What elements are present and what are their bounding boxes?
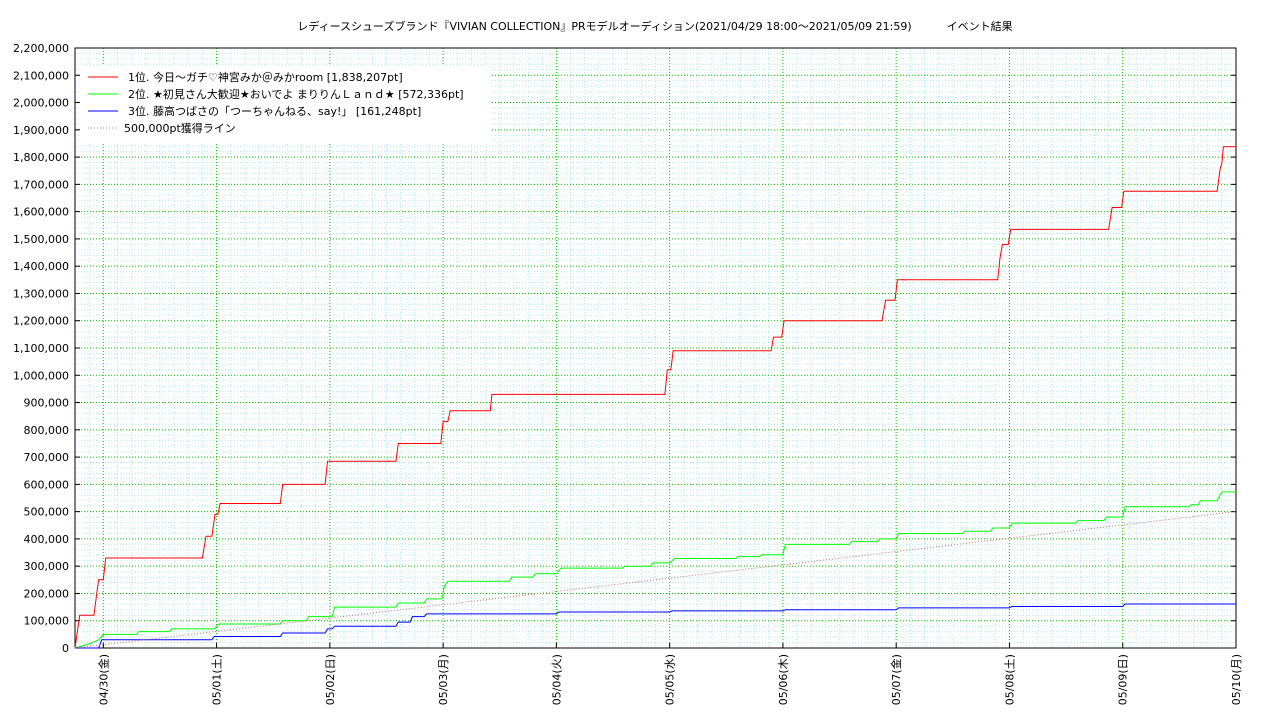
- x-tick-label: 04/30(金): [96, 654, 110, 705]
- y-tick-label: 500,000: [24, 506, 70, 519]
- y-tick-label: 1,100,000: [13, 342, 69, 355]
- y-tick-label: 1,900,000: [13, 124, 69, 137]
- x-tick-label: 05/10(月): [1230, 654, 1243, 705]
- y-tick-label: 800,000: [24, 424, 70, 437]
- x-tick-label: 05/04(火): [550, 654, 563, 705]
- legend-label-4: 500,000pt獲得ライン: [124, 122, 236, 135]
- y-tick-label: 2,200,000: [13, 42, 69, 55]
- legend-label-1: 1位. 今日〜ガチ♡神宮みか＠みかroom [1,838,207pt]: [128, 70, 403, 84]
- plot-frame: [74, 47, 1237, 649]
- legend-label-3: 3位. 藤高つばさの「つーちゃんねる、say!」 [161,248pt]: [128, 104, 421, 118]
- y-tick-label: 2,100,000: [13, 69, 69, 82]
- y-tick-label: 1,000,000: [13, 369, 69, 382]
- y-tick-label: 0: [62, 642, 69, 655]
- y-tick-label: 1,800,000: [13, 151, 69, 164]
- legend-box: [80, 66, 490, 142]
- y-tick-label: 2,000,000: [13, 97, 69, 110]
- y-tick-label: 100,000: [24, 615, 70, 628]
- y-tick-label: 1,500,000: [13, 233, 69, 246]
- y-tick-label: 1,400,000: [13, 260, 69, 273]
- chart-title: レディースシューズブランド『VIVIAN COLLECTION』PRモデルオーデ…: [297, 20, 1013, 33]
- x-tick-label: 05/02(日): [324, 654, 337, 705]
- y-tick-label: 200,000: [24, 587, 70, 600]
- y-tick-label: 400,000: [24, 533, 70, 546]
- series-line-2: [74, 491, 1236, 649]
- y-tick-label: 300,000: [24, 560, 70, 573]
- y-tick-label: 1,300,000: [13, 287, 69, 300]
- y-tick-label: 1,600,000: [13, 206, 69, 219]
- y-tick-label: 1,200,000: [13, 315, 69, 328]
- y-tick-label: 1,700,000: [13, 178, 69, 191]
- x-tick-label: 05/05(水): [664, 654, 677, 705]
- x-tick-label: 05/01(土): [211, 654, 224, 705]
- x-tick-label: 05/03(月): [437, 654, 450, 705]
- y-tick-label: 700,000: [24, 451, 70, 464]
- x-tick-label: 05/09(日): [1117, 654, 1130, 705]
- y-tick-label: 600,000: [24, 478, 70, 491]
- series-line-3: [75, 603, 1236, 649]
- y-tick-label: 900,000: [24, 397, 70, 410]
- legend-label-2: 2位. ★初見さん大歓迎★おいでよ まりりんＬａｎｄ★ [572,336pt]: [128, 87, 464, 101]
- x-tick-label: 05/06(木): [777, 654, 790, 705]
- x-tick-label: 05/08(土): [1003, 654, 1016, 705]
- x-tick-label: 05/07(金): [889, 654, 903, 705]
- series-line-1: [74, 146, 1236, 649]
